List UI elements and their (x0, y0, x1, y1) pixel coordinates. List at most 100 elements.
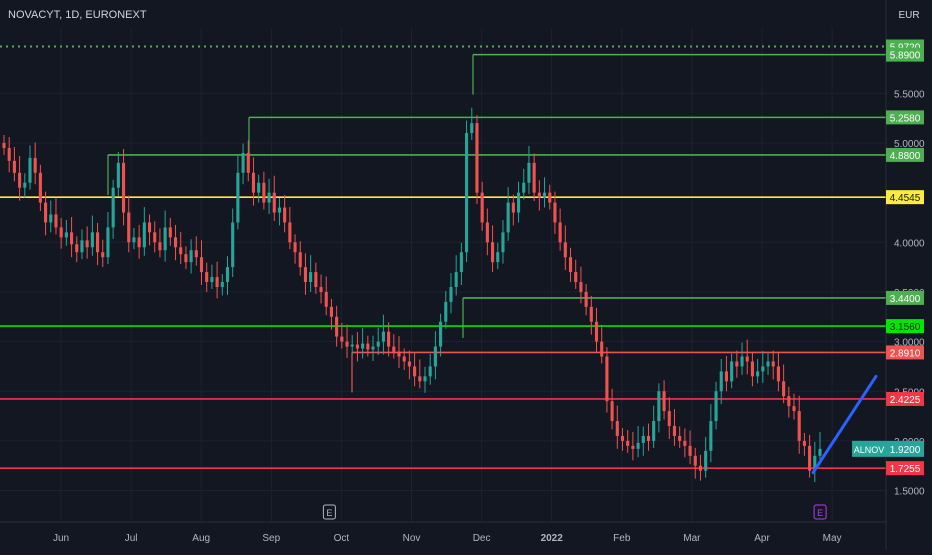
level-badge-label: 4.8800 (890, 151, 921, 162)
candle-body (501, 232, 505, 253)
candle-body (662, 391, 666, 412)
candle-body (298, 252, 302, 268)
candle-body (719, 371, 723, 392)
time-tick-label: Sep (262, 533, 280, 544)
candle-body (792, 406, 796, 412)
candle-body (465, 133, 469, 253)
candle-body (314, 272, 318, 287)
candle-body (205, 272, 209, 283)
candle-body (797, 411, 801, 441)
candle-body (646, 435, 651, 441)
level-badge (886, 47, 924, 62)
symbol-badge-label: ALNOV (854, 445, 885, 455)
candle-body (698, 465, 703, 471)
candle-body (423, 376, 427, 382)
candle-body (381, 331, 385, 342)
level-badge (886, 461, 924, 476)
candle-body (480, 192, 484, 223)
candle-body (7, 147, 11, 161)
candle-body (194, 250, 198, 258)
earnings-marker-box (322, 504, 336, 520)
candle-body (101, 252, 105, 258)
candle-body (392, 346, 396, 352)
candle-body (782, 381, 786, 397)
candle-body (272, 192, 276, 213)
currency-label[interactable]: EUR (898, 10, 919, 21)
level-badge (886, 110, 924, 125)
candle-body (678, 435, 682, 441)
candle-body (44, 202, 48, 223)
candle-body (813, 455, 817, 471)
candle-body (246, 152, 250, 173)
earnings-marker-label: E (326, 508, 332, 518)
candle-body (49, 214, 53, 223)
candle-body (387, 331, 391, 347)
candle-body (620, 435, 625, 441)
level-badge-label: 5.8900 (890, 51, 921, 62)
candle-body (522, 182, 526, 193)
candle-body (18, 172, 22, 188)
candle-body (23, 182, 27, 188)
level-badge (886, 190, 924, 205)
candle-body (735, 361, 739, 367)
candle-body (340, 336, 344, 342)
candle-body (761, 366, 765, 372)
candle-body (594, 321, 599, 342)
candle-body (75, 244, 79, 253)
candle-body (288, 222, 292, 243)
earnings-marker-label: E (817, 508, 823, 518)
level-badge (886, 147, 924, 162)
candle-body (444, 301, 448, 322)
level-badge-label: 2.8910 (890, 348, 921, 359)
time-tick-label: Feb (613, 533, 631, 544)
candle-body (407, 361, 411, 367)
candle-body (158, 242, 162, 251)
candle-body (199, 257, 204, 273)
candle-body (776, 366, 780, 382)
candle-body (579, 282, 583, 292)
candle-body (724, 371, 729, 382)
candle-body (210, 277, 214, 283)
candle-body (636, 442, 640, 449)
candle-body (563, 242, 567, 258)
candle-body (33, 157, 37, 173)
candle-body (319, 286, 323, 292)
candle-body (59, 227, 63, 238)
candle-body (641, 435, 645, 443)
time-tick-label: Mar (683, 533, 701, 544)
candle-body (511, 202, 515, 213)
candle-body (303, 267, 308, 283)
candle-body (184, 254, 188, 263)
candle-body (121, 162, 126, 213)
candle-body (439, 321, 443, 347)
candle-body (402, 356, 406, 362)
candle-body (28, 157, 32, 183)
candle-body (127, 212, 131, 243)
candle-body (553, 202, 557, 223)
candle-body (309, 272, 313, 283)
projection-line (811, 374, 878, 475)
horizontal-levels (0, 45, 886, 469)
price-tick-label: 1.5000 (894, 487, 925, 498)
time-tick-label: Jul (125, 533, 138, 544)
candle-body (626, 440, 630, 446)
candle-body (532, 162, 536, 193)
candle-body (220, 282, 224, 287)
time-axis[interactable]: Jun Jul Aug Sep Oct Nov Dec 2022 Feb Mar Apr May (0, 521, 886, 544)
symbol-title: NOVACYT, 1D, EURONEXT (8, 9, 147, 21)
candle-body (672, 426, 677, 436)
candle-body (293, 242, 297, 253)
grid (0, 28, 886, 522)
candle-body (329, 306, 333, 317)
candle-body (730, 361, 734, 382)
candle-body (251, 172, 256, 193)
candle-body (574, 272, 578, 283)
candle-body (418, 376, 422, 382)
candle-body (610, 401, 614, 422)
candle-body (542, 192, 547, 198)
candle-body (95, 232, 100, 253)
level-badge (886, 319, 924, 334)
